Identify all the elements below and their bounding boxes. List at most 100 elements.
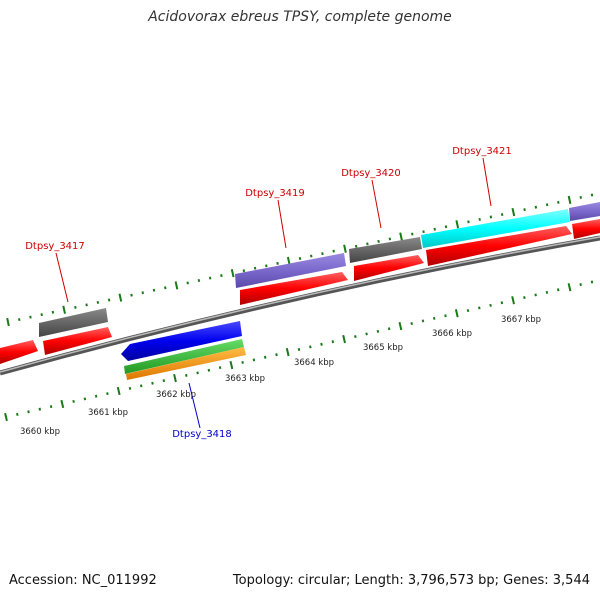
inner-minor-tick [72,399,75,403]
outer-minor-tick [444,225,448,229]
inner-minor-tick [196,371,199,375]
inner-minor-tick [387,327,391,331]
cds-forward-dtpsy-3419[interactable] [240,272,348,305]
outer-minor-tick [388,237,392,241]
feature-purple-dtpsy-3419[interactable] [235,253,346,288]
outer-minor-tick [500,213,504,216]
inner-minor-tick [410,322,413,326]
feature-gray-dtpsy-3417[interactable] [39,308,108,337]
outer-minor-tick [467,220,470,224]
cds-forward-dtpsy-3417[interactable] [43,327,112,355]
accession-label: Accession: NC_011992 [9,573,157,588]
inner-minor-tick [466,309,470,313]
outer-minor-tick [433,227,436,231]
inner-minor-tick [241,361,244,364]
genome-stats-label: Topology: circular; Length: 3,796,573 bp… [232,573,590,588]
inner-major-tick [567,283,572,292]
feature-green-dtpsy-3418[interactable] [124,339,244,374]
outer-minor-tick [51,310,55,314]
inner-minor-tick [185,373,188,377]
inner-minor-tick [320,342,323,346]
gene-label-dtpsy-3418[interactable]: Dtpsy_3418 [172,429,232,440]
inner-major-tick [116,386,121,396]
outer-minor-tick [96,301,100,304]
inner-major-tick [4,412,8,422]
inner-minor-tick [83,397,87,401]
cds-forward-left-partial[interactable] [0,340,38,364]
outer-minor-tick [534,205,538,209]
inner-minor-tick [534,293,537,297]
outer-minor-tick [208,276,212,280]
inner-minor-tick [354,335,357,338]
inner-minor-tick [139,384,143,388]
genome-title: Acidovorax ebreus TPSY, complete genome [148,9,452,25]
inner-minor-tick [151,381,154,385]
outer-minor-tick [242,269,246,273]
cds-forward-dtpsy-3421[interactable] [426,226,572,266]
cds-forward-dtpsy-3420[interactable] [354,255,424,281]
gene-label-dtpsy-3421[interactable]: Dtpsy_3421 [452,146,512,157]
scale-label-3661: 3661 kbp [88,408,128,418]
leader-line-dtpsy-3418 [188,382,201,429]
inner-minor-tick [252,358,256,362]
outer-minor-tick [366,242,369,246]
feature-orange-dtpsy-3418[interactable] [126,347,246,380]
outer-major-tick [399,232,403,241]
scale-label-3660: 3660 kbp [20,427,60,437]
outer-minor-tick [130,293,133,297]
inner-minor-tick [16,412,19,416]
outer-minor-tick [152,288,156,292]
outer-minor-tick [332,249,335,253]
inner-minor-tick [309,345,312,349]
outer-minor-tick [29,315,32,319]
feature-purple-right-partial[interactable] [569,202,600,221]
gene-label-dtpsy-3420[interactable]: Dtpsy_3420 [341,168,401,179]
scale-label-3665: 3665 kbp [363,343,403,353]
outer-minor-tick [141,291,144,295]
leader-line-dtpsy-3421 [482,157,492,207]
inner-minor-tick [432,316,436,320]
outer-minor-tick [40,313,43,317]
gene-label-dtpsy-3419[interactable]: Dtpsy_3419 [245,188,305,199]
outer-minor-tick [253,266,257,270]
outer-major-tick [62,305,66,314]
inner-minor-tick [500,301,504,305]
inner-major-tick [173,373,177,383]
inner-major-tick [60,399,65,409]
gene-label-dtpsy-3417[interactable]: Dtpsy_3417 [25,241,85,252]
inner-tick-row [4,280,594,422]
inner-minor-tick [556,288,560,292]
inner-minor-tick [579,283,582,287]
inner-minor-tick [38,407,42,411]
outer-major-tick [174,281,179,290]
outer-minor-tick [197,278,201,283]
feature-gray-dtpsy-3420[interactable] [349,237,422,263]
outer-minor-tick [411,232,414,236]
inner-minor-tick [49,405,53,409]
outer-minor-tick [18,318,21,321]
leader-line-dtpsy-3417 [55,252,69,303]
scale-label-3667: 3667 kbp [501,315,541,325]
inner-minor-tick [94,394,98,398]
inner-minor-tick [590,280,594,284]
scale-label-3662: 3662 kbp [156,390,196,400]
inner-major-tick [342,334,346,344]
leader-line-dtpsy-3420 [371,179,382,229]
feature-cyan-dtpsy-3421[interactable] [421,209,570,248]
outer-minor-tick [321,252,324,256]
inner-minor-tick [218,366,222,370]
cds-forward-right-partial[interactable] [572,219,600,239]
inner-major-tick [285,347,290,357]
inner-minor-tick [275,353,278,357]
cds-reverse-dtpsy-3418[interactable] [121,321,242,361]
inner-minor-tick [128,386,132,390]
genome-backbone [0,235,600,376]
outer-minor-tick [265,264,268,268]
outer-minor-tick [220,274,223,278]
outer-major-tick [6,317,10,327]
outer-minor-tick [377,239,380,243]
outer-minor-tick [489,215,493,219]
scale-label-3663: 3663 kbp [225,374,265,384]
inner-minor-tick [478,306,481,310]
outer-minor-tick [422,230,425,234]
